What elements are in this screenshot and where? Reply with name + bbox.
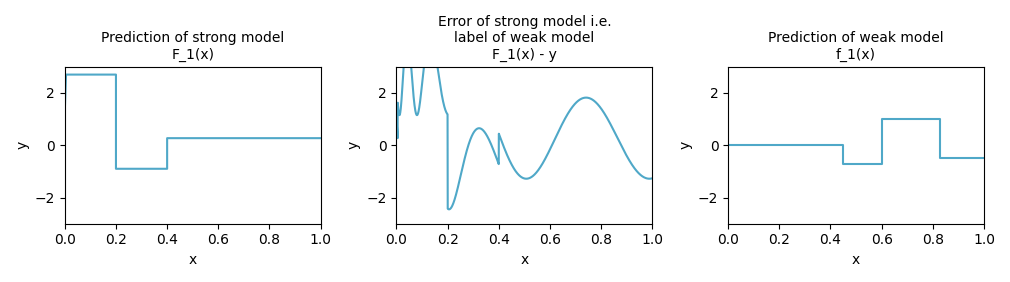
Title: Error of strong model i.e.
label of weak model
F_1(x) - y: Error of strong model i.e. label of weak… <box>437 15 611 61</box>
X-axis label: x: x <box>520 253 528 267</box>
Y-axis label: y: y <box>346 141 361 149</box>
Title: Prediction of weak model
f_1(x): Prediction of weak model f_1(x) <box>769 31 944 61</box>
Y-axis label: y: y <box>679 141 693 149</box>
X-axis label: x: x <box>189 253 197 267</box>
X-axis label: x: x <box>851 253 861 267</box>
Title: Prediction of strong model
F_1(x): Prediction of strong model F_1(x) <box>101 31 285 61</box>
Y-axis label: y: y <box>15 141 29 149</box>
